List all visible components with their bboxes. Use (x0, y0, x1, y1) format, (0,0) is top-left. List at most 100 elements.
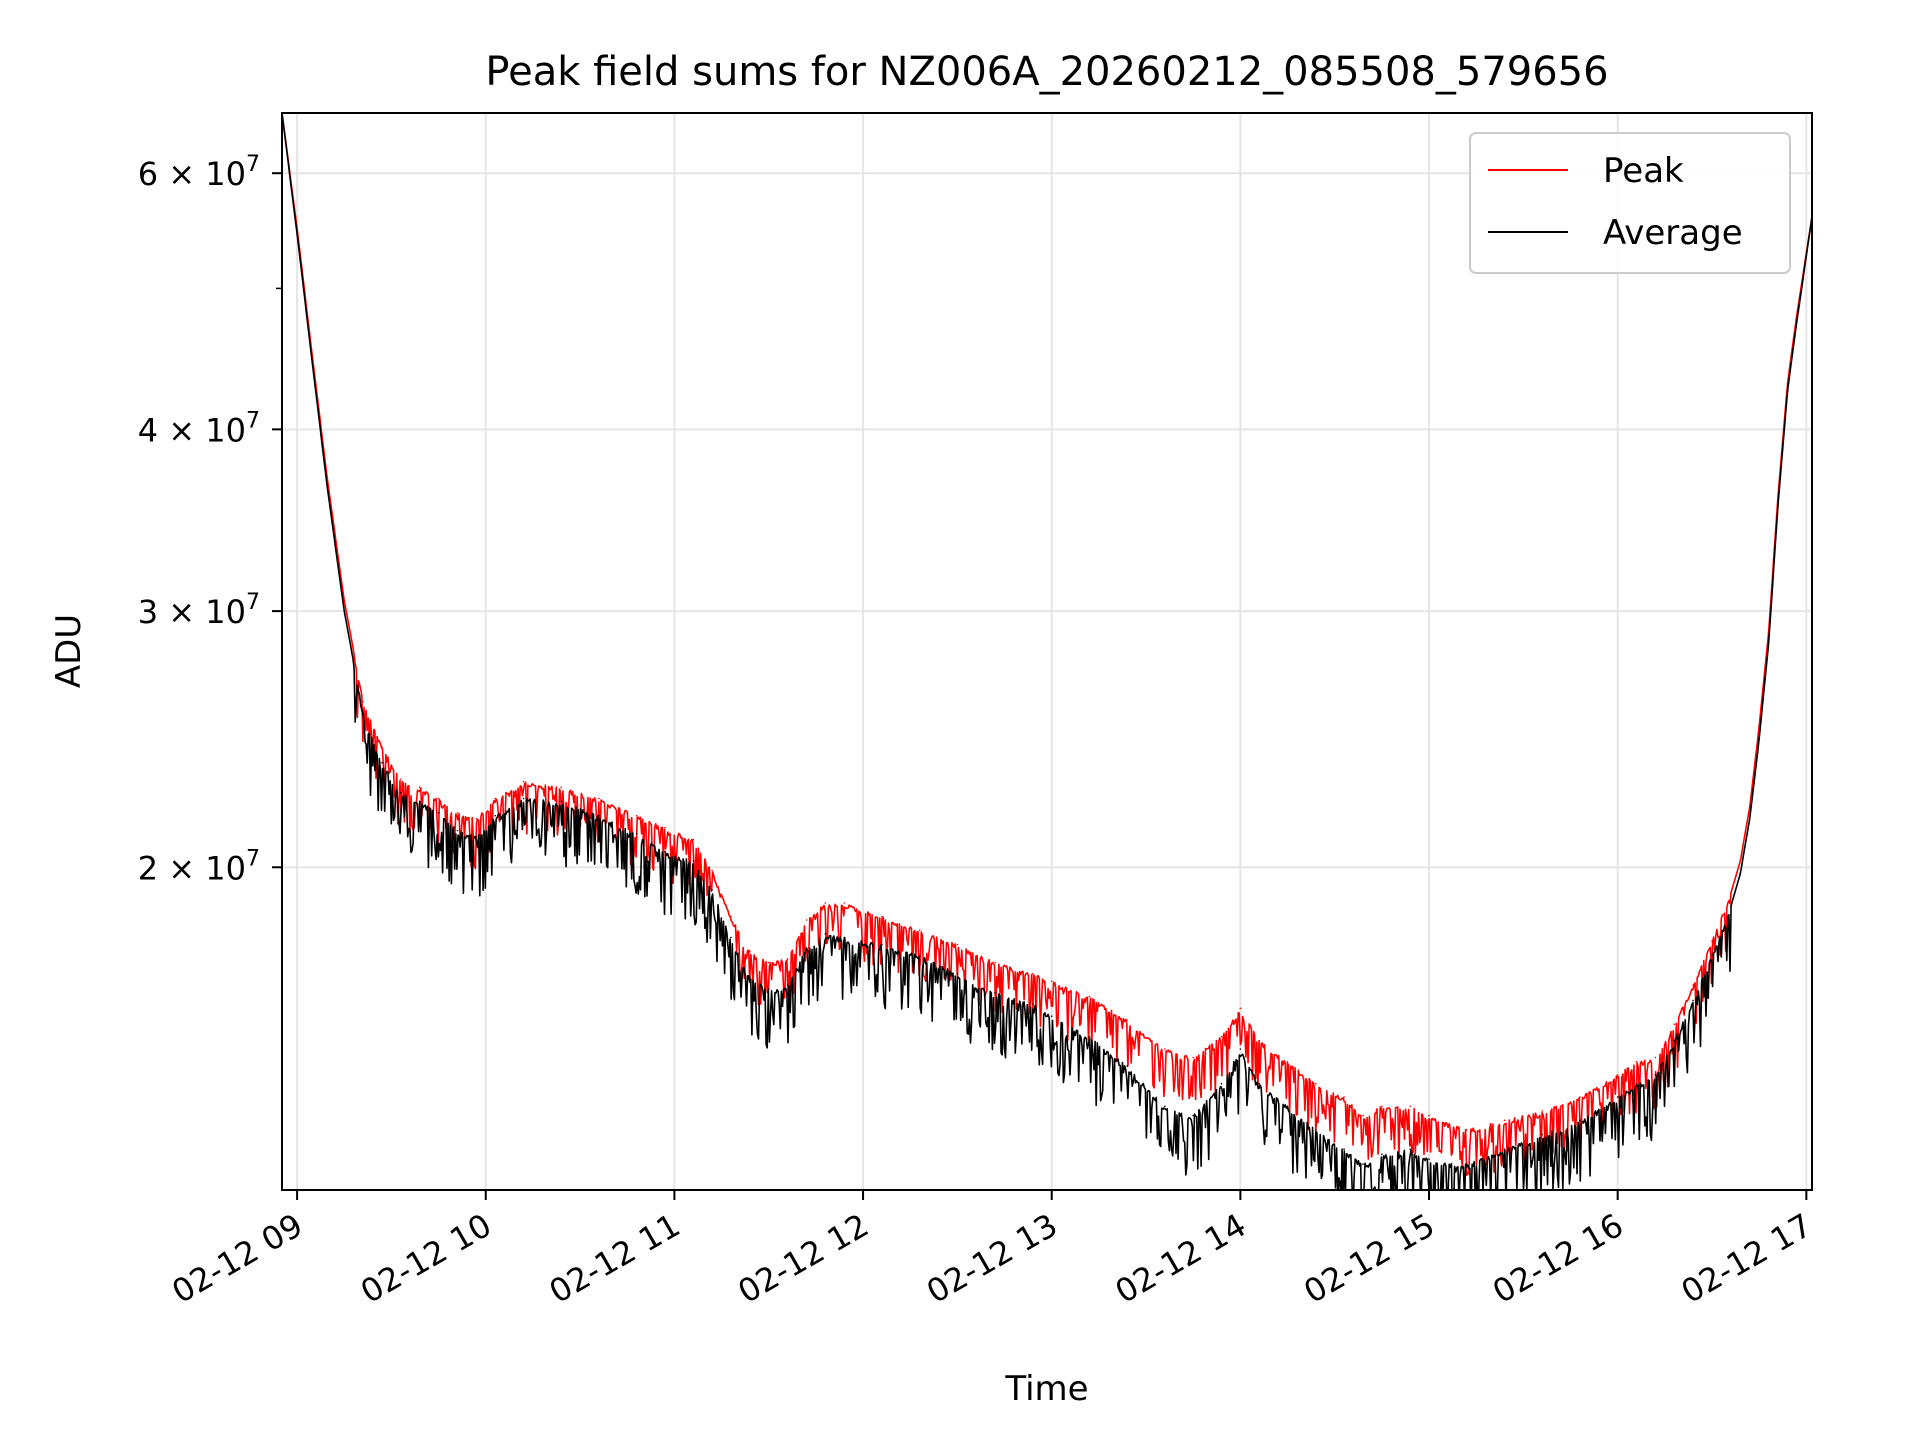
data-point (1739, 872, 1742, 875)
y-tick-exponent: 7 (246, 408, 260, 433)
data-point (326, 486, 329, 489)
plot-frame (281, 112, 1813, 1191)
data-point (362, 700, 364, 703)
data-point (1220, 1035, 1223, 1038)
data-point (1409, 1105, 1411, 1108)
data-point (1286, 1061, 1289, 1063)
data-point (1748, 817, 1751, 820)
data-point (1786, 390, 1789, 392)
data-point (1541, 1133, 1543, 1136)
data-point (1220, 1082, 1223, 1085)
grid (282, 113, 1812, 1190)
data-point (1541, 1110, 1543, 1112)
data-point (1503, 1119, 1506, 1122)
y-tick-mantissa: 4 (138, 411, 158, 449)
data-point (711, 889, 713, 891)
data-point (692, 860, 695, 862)
data-point (1343, 1096, 1345, 1098)
data-point (1126, 1019, 1128, 1021)
data-point (456, 829, 459, 832)
data-point (956, 943, 959, 946)
data-point (730, 915, 732, 918)
data-point (1362, 1114, 1364, 1117)
data-point (1050, 1015, 1053, 1017)
data-point (1654, 1056, 1657, 1059)
data-point (1730, 892, 1732, 894)
data-point (1428, 1158, 1430, 1160)
data-point (843, 936, 845, 939)
data-point (786, 984, 789, 986)
data-point (749, 976, 751, 979)
data-point (1796, 320, 1798, 322)
data-point (1616, 1096, 1619, 1098)
data-point (381, 761, 383, 764)
y-tick-exponent: 7 (246, 590, 260, 615)
data-point (475, 817, 478, 820)
data-point (437, 797, 440, 800)
data-point (1748, 806, 1751, 808)
series-trace (282, 113, 1812, 1190)
legend-peak-label: Peak (1603, 151, 1684, 191)
data-point (805, 919, 808, 921)
data-point (1239, 1007, 1242, 1010)
data-point (1739, 860, 1742, 862)
data-point (786, 958, 789, 960)
data-point (1315, 1082, 1317, 1085)
data-point (1635, 1061, 1638, 1063)
data-point (1579, 1119, 1581, 1122)
data-point (1409, 1148, 1411, 1150)
y-tick-mantissa: 6 (138, 155, 158, 193)
data-point (456, 812, 459, 814)
data-point (311, 361, 314, 363)
y-tick-exponent: 7 (246, 152, 260, 177)
data-point (1088, 995, 1091, 998)
data-point (1503, 1148, 1506, 1150)
data-point (1692, 999, 1694, 1002)
series-peak (282, 113, 1812, 1177)
data-point (1381, 1105, 1383, 1108)
data-point (1654, 1074, 1657, 1076)
data-point (711, 869, 713, 872)
data-point (664, 850, 666, 853)
data-point (418, 800, 421, 803)
y-axis-label: ADU (49, 614, 89, 688)
data-point (1579, 1096, 1581, 1098)
data-point (1635, 1082, 1638, 1085)
data-point (1466, 1129, 1468, 1131)
data-point (1050, 980, 1053, 982)
data-point (635, 814, 638, 817)
data-point (343, 599, 346, 602)
y-tick-label: 6 × 107 (138, 152, 260, 193)
data-point (494, 814, 497, 817)
data-point (767, 961, 770, 964)
data-point (692, 838, 695, 841)
data-point (664, 826, 666, 829)
data-point (494, 797, 497, 800)
y-axis: 2 × 107 3 × 107 4 × 107 6 × 107 (138, 152, 282, 887)
data-point (1258, 1039, 1260, 1042)
data-point (1673, 1023, 1676, 1025)
x-axis-label: Time (1004, 1369, 1088, 1409)
legend-average-label: Average (1603, 213, 1743, 253)
data-point (1758, 738, 1760, 740)
data-point (381, 746, 383, 748)
data-point (1381, 1153, 1383, 1155)
series-trace (282, 113, 1812, 1177)
data-point (522, 797, 525, 800)
data-point (1164, 1105, 1166, 1108)
y-tick-mantissa: 3 (138, 593, 158, 631)
data-point (1616, 1074, 1619, 1076)
data-point (560, 800, 562, 803)
data-point (1258, 1082, 1260, 1085)
data-point (749, 950, 751, 953)
data-point (598, 814, 600, 817)
data-point (1315, 1129, 1317, 1131)
series-average (282, 113, 1812, 1190)
y-tick-exponent: 7 (246, 846, 260, 871)
data-point (881, 915, 883, 918)
series-layer (282, 113, 1812, 1190)
data-point (598, 797, 600, 800)
data-point (418, 786, 421, 789)
data-point (343, 610, 346, 612)
